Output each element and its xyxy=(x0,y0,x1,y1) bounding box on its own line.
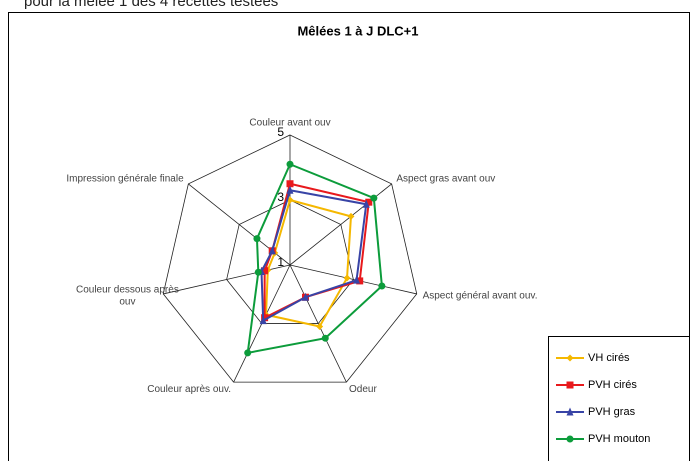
point xyxy=(268,246,276,255)
category-label-line: ouv xyxy=(119,296,135,307)
category-label-line: Couleur dessous après xyxy=(76,284,179,295)
point xyxy=(261,267,269,275)
category-label: Couleur dessous après ouv xyxy=(76,284,179,307)
legend-marker xyxy=(566,435,574,443)
legend-label: VH cirés xyxy=(588,352,630,364)
point xyxy=(316,322,324,330)
tick-label: 5 xyxy=(277,125,284,139)
category-label: Couleur après ouv. xyxy=(147,384,231,395)
legend-label: PVH cirés xyxy=(588,379,637,391)
series-line xyxy=(246,162,383,355)
category-label: Aspect gras avant ouv xyxy=(396,174,495,185)
point xyxy=(302,292,310,301)
point xyxy=(347,212,355,220)
point xyxy=(261,314,269,322)
point xyxy=(362,199,370,208)
category-label: Odeur xyxy=(349,384,377,395)
tick-label: 1 xyxy=(277,255,284,269)
point xyxy=(286,180,294,188)
point xyxy=(378,282,386,290)
grid-ring xyxy=(162,134,418,383)
series-line xyxy=(264,198,353,328)
category-label: Impression générale finale xyxy=(66,174,184,185)
point xyxy=(286,160,294,168)
point xyxy=(321,334,329,342)
point xyxy=(253,235,261,243)
point xyxy=(353,275,361,284)
grid-ring xyxy=(226,199,354,324)
point xyxy=(286,185,294,194)
category-label: Couleur avant ouv xyxy=(249,118,330,129)
legend-label: PVH mouton xyxy=(588,433,650,445)
axis-spoke xyxy=(289,264,347,383)
point xyxy=(254,268,262,276)
tick-label: 3 xyxy=(277,190,284,204)
chart-title: Mêlées 1 à J DLC+1 xyxy=(297,23,418,38)
point xyxy=(365,198,373,206)
legend-marker xyxy=(566,381,574,389)
point xyxy=(244,349,252,357)
point xyxy=(259,316,267,325)
legend-label: PVH gras xyxy=(588,406,636,418)
legend-marker xyxy=(566,354,574,362)
legend-marker xyxy=(566,407,574,416)
point xyxy=(343,274,351,282)
axis-spoke xyxy=(289,264,417,295)
point xyxy=(370,194,378,202)
point xyxy=(356,277,364,285)
caption: pour la mêlée 1 des 4 recettes testées xyxy=(24,0,278,10)
category-label: Aspect général avant ouv. xyxy=(423,290,538,301)
